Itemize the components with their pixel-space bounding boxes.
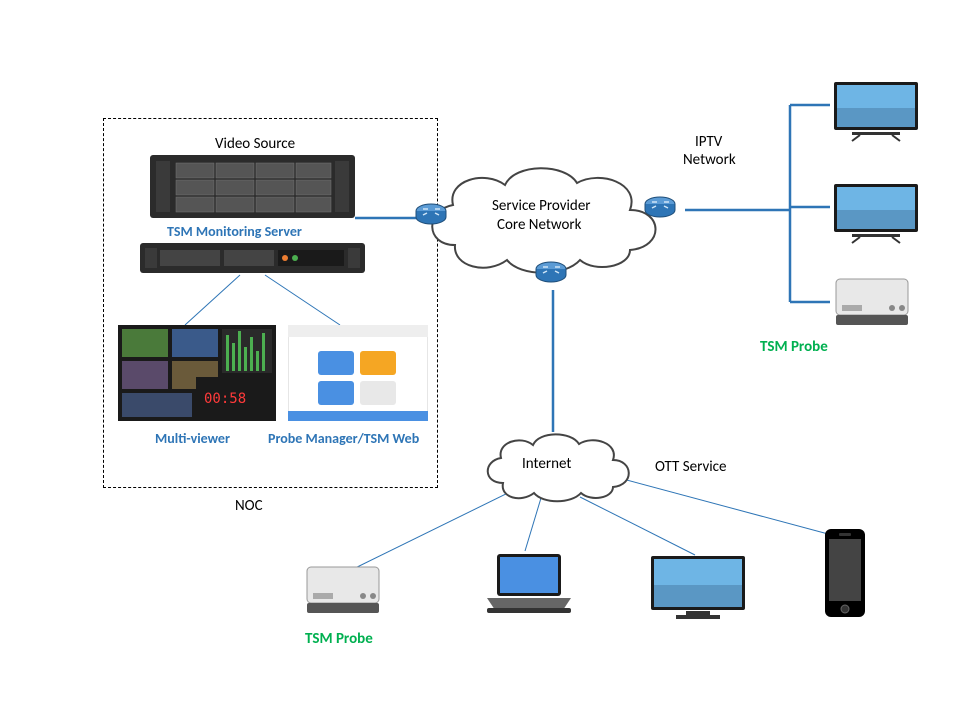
tv-icon-2 (832, 182, 920, 244)
svg-text:00:58: 00:58 (204, 391, 246, 407)
tsm-server-label: TSM Monitoring Server (167, 223, 302, 240)
probe-manager-label: Probe Manager/TSM Web (268, 430, 419, 447)
storage-server-icon (150, 155, 355, 218)
probe-manager-web-icon (288, 325, 428, 421)
ott-label: OTT Service (655, 458, 727, 476)
iptv-label-2: Network (683, 151, 736, 169)
tv-icon-1 (832, 80, 920, 142)
tsm-probe-icon-2 (303, 563, 383, 618)
internet-label: Internet (522, 455, 571, 473)
router-left-icon (413, 197, 449, 233)
router-right-icon (642, 190, 678, 226)
iptv-label-1: IPTV (695, 133, 722, 151)
laptop-icon (483, 550, 575, 615)
tsm-probe-label-2: TSM Probe (305, 630, 373, 648)
multi-viewer-icon: 00:58 (118, 325, 276, 421)
noc-label: NOC (235, 497, 263, 515)
tsm-probe-label-1: TSM Probe (760, 338, 828, 356)
monitoring-server-icon (140, 243, 365, 273)
video-source-label: Video Source (215, 135, 295, 153)
tsm-probe-icon-1 (832, 275, 912, 330)
multi-viewer-label: Multi-viewer (155, 430, 230, 447)
router-bottom-icon (533, 255, 569, 291)
core-network-label-2: Core Network (497, 216, 581, 234)
smartphone-icon (822, 527, 868, 619)
core-network-label-1: Service Provider (492, 197, 591, 215)
tv-icon-ott (648, 553, 748, 621)
